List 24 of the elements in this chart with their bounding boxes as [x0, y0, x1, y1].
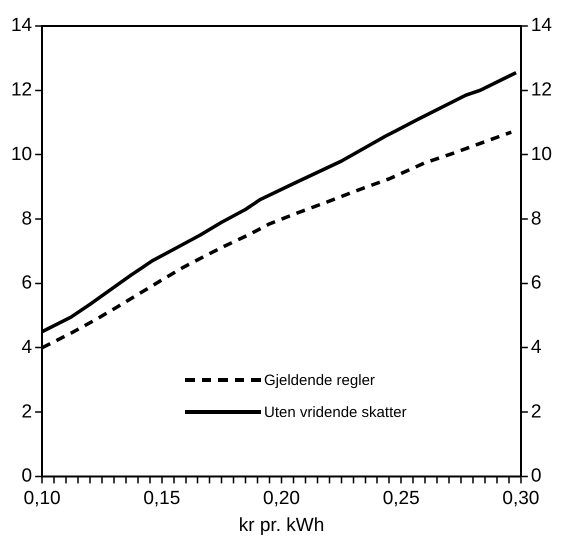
y-tick-label: 2: [22, 401, 32, 422]
legend-label: Gjeldende regler: [264, 372, 375, 388]
y-tick-label: 8: [22, 208, 32, 230]
y2-tick-label: 2: [530, 401, 542, 422]
x-tick-label: 0,15: [143, 488, 180, 510]
y2-tick-label: 12: [530, 80, 552, 101]
x-tick-label: 0,20: [263, 488, 300, 510]
y2-tick-label: 4: [530, 336, 542, 358]
x-tick-label: 0,25: [382, 488, 420, 510]
y2-tick-label: 6: [530, 272, 542, 294]
y-tick-label: 10: [10, 144, 32, 165]
y2-tick-label: 10: [530, 144, 552, 165]
y2-tick-label: 14: [530, 15, 552, 36]
x-tick-label: 0,10: [24, 488, 61, 510]
y-tick-label: 14: [10, 15, 33, 36]
y2-tick-label: 0: [530, 466, 542, 487]
legend-label: Uten vridende skatter: [264, 404, 407, 420]
x-tick-label: 0,30: [502, 488, 540, 510]
y-tick-label: 0: [22, 466, 32, 487]
x-axis-title: kr pr. kWh: [238, 514, 324, 536]
y2-tick-label: 8: [530, 208, 542, 230]
y-tick-label: 6: [22, 272, 32, 294]
y-tick-label: 4: [22, 336, 33, 358]
y-tick-label: 12: [10, 80, 32, 101]
